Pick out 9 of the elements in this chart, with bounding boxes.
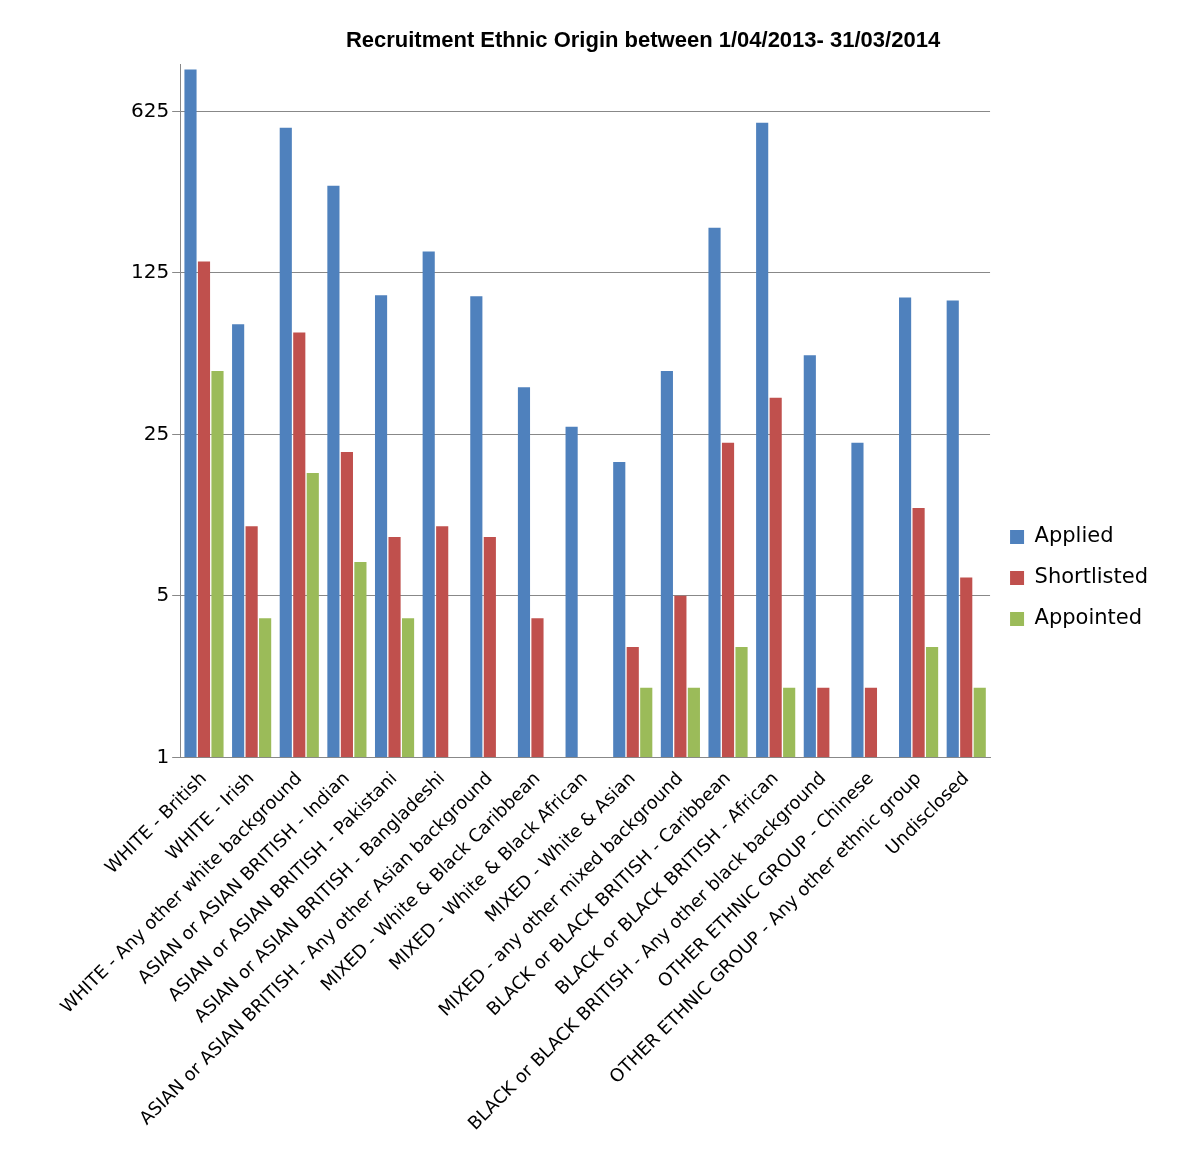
y-tick-label: 25 xyxy=(143,420,170,445)
y-tick-label: 1 xyxy=(156,743,170,768)
legend-label: Appointed xyxy=(1034,605,1143,630)
legend-label: Applied xyxy=(1034,523,1114,548)
y-tick-label: 125 xyxy=(130,259,170,284)
y-tick-label: 625 xyxy=(130,97,170,122)
y-tick-label: 5 xyxy=(156,582,170,607)
legend-label: Shortlisted xyxy=(1034,564,1148,589)
chart-title: Recruitment Ethnic Origin between 1/04/2013- 31/03/2014 xyxy=(345,27,941,53)
